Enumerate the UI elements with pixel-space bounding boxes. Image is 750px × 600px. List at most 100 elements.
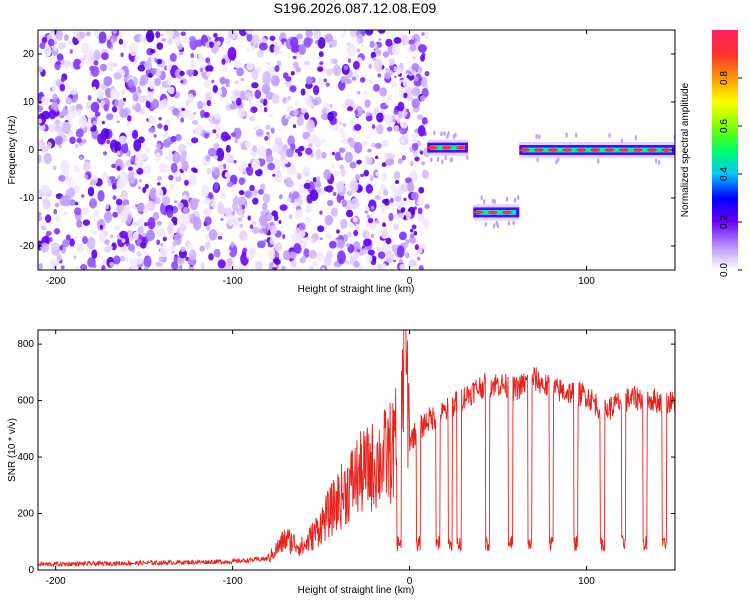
- tone-speckle: [484, 221, 488, 227]
- noise-blob: [349, 30, 359, 38]
- noise-blob: [63, 34, 69, 42]
- noise-blob: [121, 142, 129, 154]
- noise-blob: [64, 105, 68, 110]
- noise-blob: [169, 52, 177, 62]
- noise-blob: [93, 60, 99, 66]
- noise-blob: [213, 155, 219, 160]
- noise-blob: [328, 44, 332, 49]
- noise-blob: [265, 155, 274, 164]
- noise-blob: [232, 201, 239, 212]
- tone-speckle: [597, 158, 600, 164]
- noise-blob: [263, 239, 267, 243]
- noise-blob: [195, 198, 200, 203]
- noise-blob: [266, 62, 270, 66]
- noise-blob: [101, 265, 106, 270]
- noise-blob: [290, 36, 299, 49]
- noise-blob: [38, 262, 43, 270]
- noise-blob: [224, 153, 230, 162]
- noise-blob: [38, 124, 46, 131]
- noise-blob: [283, 250, 291, 261]
- noise-blob: [287, 200, 291, 207]
- noise-blob: [303, 182, 311, 190]
- noise-blob: [151, 98, 159, 110]
- noise-blob: [38, 154, 42, 161]
- noise-blob: [125, 159, 131, 167]
- noise-blob: [378, 190, 382, 195]
- noise-blob: [178, 51, 184, 55]
- noise-blob: [376, 112, 384, 123]
- noise-blob: [110, 178, 115, 184]
- noise-blob: [313, 30, 322, 40]
- noise-blob: [315, 176, 321, 183]
- noise-blob: [305, 76, 313, 85]
- noise-blob: [414, 244, 420, 251]
- noise-blob: [391, 44, 400, 56]
- noise-blob: [362, 249, 368, 254]
- noise-blob: [385, 158, 394, 166]
- noise-blob: [169, 245, 176, 252]
- noise-blob: [180, 79, 184, 84]
- noise-blob: [334, 151, 341, 162]
- noise-blob: [48, 109, 57, 120]
- noise-blob: [103, 171, 108, 176]
- noise-blob: [424, 70, 430, 77]
- noise-blob: [81, 194, 85, 198]
- noise-blob: [105, 113, 114, 121]
- noise-blob: [394, 171, 401, 180]
- noise-blob: [81, 138, 87, 144]
- noise-blob: [342, 122, 347, 128]
- noise-blob: [167, 59, 171, 65]
- noise-blob: [185, 100, 190, 106]
- noise-blob: [116, 120, 120, 124]
- noise-blob: [190, 52, 195, 59]
- noise-blob: [77, 108, 83, 117]
- noise-blob: [400, 138, 405, 144]
- noise-blob: [150, 49, 156, 54]
- noise-blob: [119, 230, 128, 239]
- noise-blob: [87, 126, 91, 131]
- noise-blob: [256, 240, 266, 249]
- noise-blob: [213, 142, 220, 149]
- noise-blob: [136, 217, 144, 228]
- noise-blob: [214, 112, 221, 120]
- noise-blob: [211, 79, 215, 84]
- noise-blob: [251, 226, 260, 235]
- noise-blob: [255, 128, 264, 137]
- noise-blob: [225, 144, 231, 153]
- noise-blob: [109, 261, 115, 268]
- noise-blob: [142, 186, 147, 194]
- noise-blob: [282, 234, 286, 239]
- noise-blob: [143, 255, 152, 268]
- noise-blob: [120, 171, 129, 184]
- noise-blob: [115, 198, 123, 206]
- noise-blob: [292, 152, 299, 160]
- noise-blob: [257, 188, 264, 195]
- noise-blob: [133, 139, 142, 152]
- noise-blob: [383, 51, 389, 59]
- noise-blob: [187, 113, 196, 121]
- noise-blob: [79, 155, 83, 160]
- noise-blob: [183, 207, 189, 214]
- noise-blob: [309, 189, 319, 202]
- noise-blob: [337, 250, 346, 265]
- noise-blob: [321, 191, 326, 196]
- noise-blob: [58, 174, 66, 182]
- noise-blob: [227, 46, 237, 61]
- noise-blob: [317, 36, 326, 49]
- noise-blob: [307, 135, 316, 144]
- noise-blob: [56, 60, 61, 66]
- noise-blob: [203, 80, 212, 89]
- noise-blob: [388, 58, 395, 66]
- noise-blob: [381, 263, 387, 270]
- noise-blob: [78, 115, 88, 129]
- noise-blob: [59, 245, 63, 251]
- noise-blob: [50, 243, 59, 251]
- noise-blob: [376, 246, 381, 253]
- top-x-tick-label: -200: [46, 276, 66, 287]
- tone-peak: [618, 148, 629, 152]
- noise-blob: [305, 147, 313, 156]
- noise-blob: [171, 261, 179, 270]
- noise-blob: [119, 255, 126, 262]
- noise-blob: [304, 205, 313, 214]
- noise-blob: [249, 115, 255, 122]
